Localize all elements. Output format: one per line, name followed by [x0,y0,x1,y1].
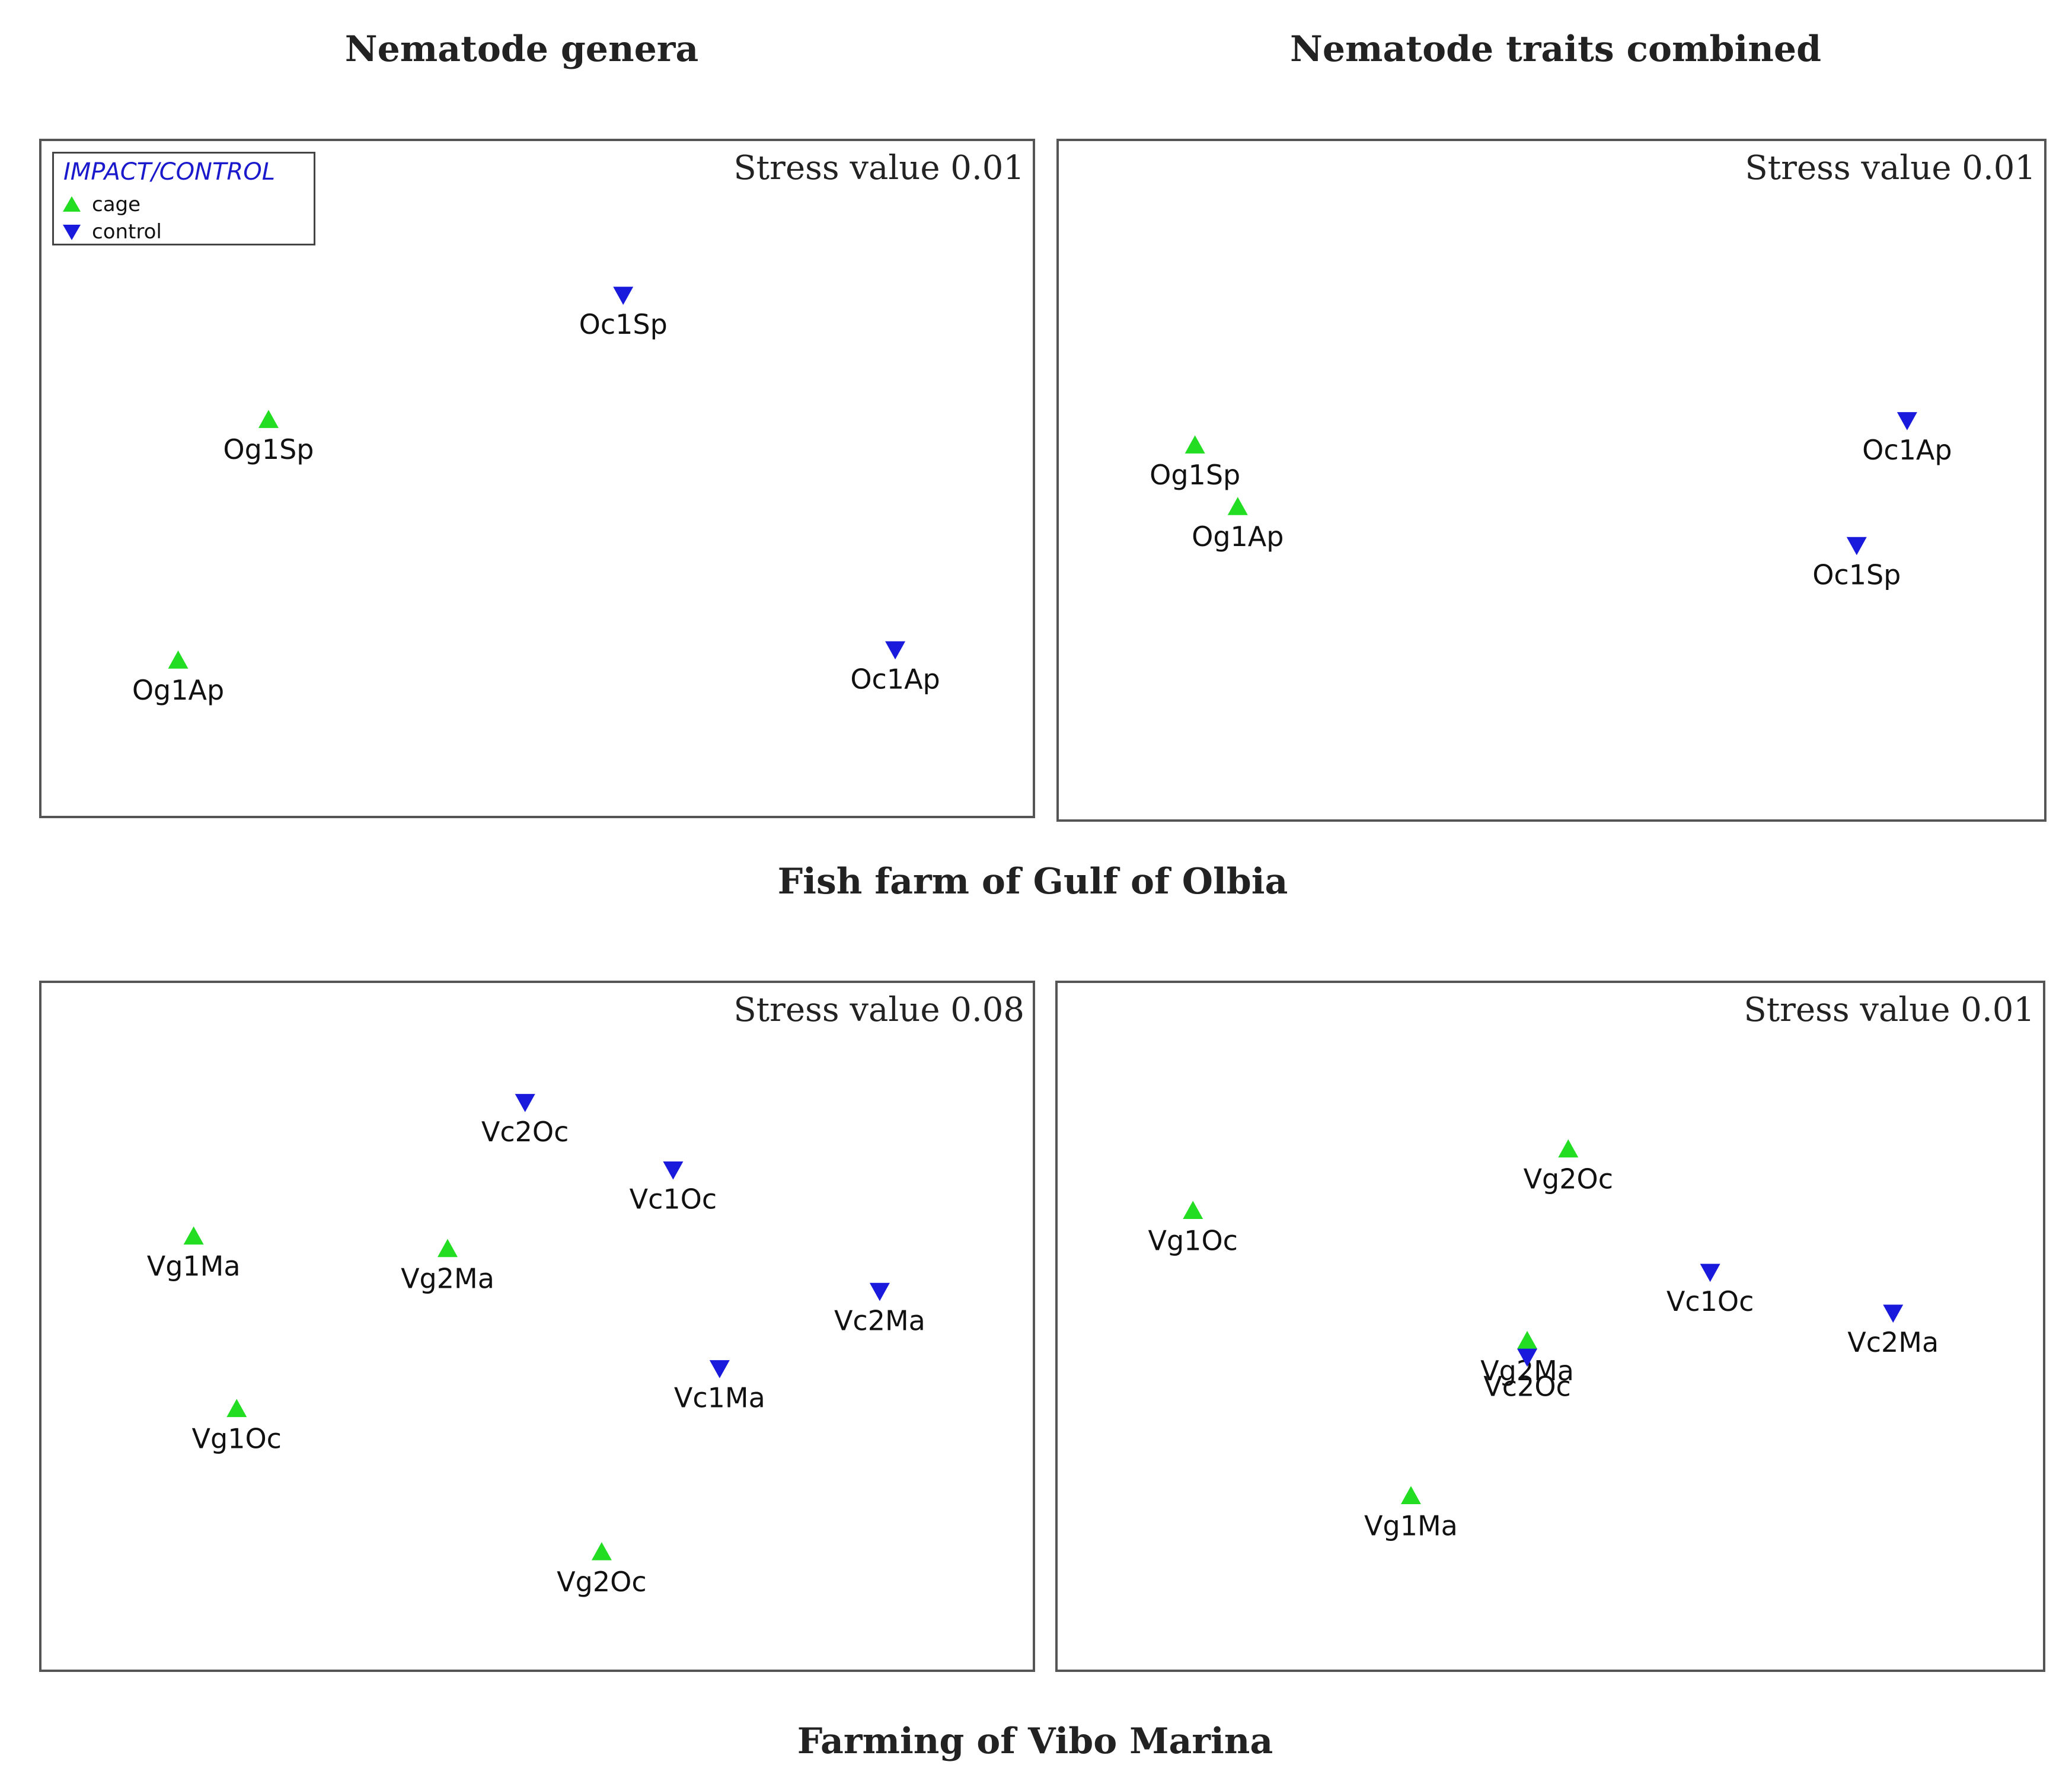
point-label: Vc2Ma [834,1304,925,1336]
legend-item-cage: cage [61,192,141,218]
caption-gulf-of-olbia: Fish farm of Gulf of Olbia [777,861,1288,902]
point-label: Vg1Ma [1364,1509,1458,1542]
point-label: Vg1Oc [1148,1224,1238,1256]
point-vc1ma: Vc1Ma [674,1360,765,1414]
control-marker [1517,1348,1538,1367]
triangle-up-icon [63,196,81,212]
cage-marker [1400,1486,1421,1505]
point-vc1oc: Vc1Oc [1666,1263,1754,1317]
point-label: Vg2Oc [557,1566,646,1598]
caption-vibo-marina: Farming of Vibo Marina [797,1721,1273,1762]
point-label: Vc1Oc [630,1183,717,1215]
point-label: Vg2Ma [401,1263,494,1295]
point-label: Vg1Oc [192,1423,282,1455]
point-vg2oc: Vg2Oc [1524,1139,1613,1195]
point-label: Vc2Ma [1847,1326,1939,1358]
scatter-olbia-traits: Stress value 0.01 Og1Sp Og1Ap Oc1Ap Oc1Sp [1150,149,2036,591]
point-label: Og1Ap [1192,521,1284,553]
legend-label-cage: cage [92,193,141,216]
point-label: Oc1Ap [1862,434,1952,466]
heading-nematode-traits: Nematode traits combined [1289,28,1822,70]
point-vg2ma: Vg2Ma [401,1239,494,1295]
triangle-down-icon [63,225,81,240]
legend-title: IMPACT/CONTROL [63,158,275,186]
point-label: Vc2Oc [1483,1370,1571,1402]
cage-marker [168,650,189,669]
heading-nematode-genera: Nematode genera [344,28,699,70]
control-marker [709,1360,730,1378]
cage-marker [226,1399,247,1418]
point-vc1oc: Vc1Oc [630,1161,717,1215]
cage-marker [437,1239,458,1258]
cage-marker [1227,497,1248,515]
point-og1ap: Og1Ap [132,650,224,706]
point-vg2oc: Vg2Oc [557,1542,647,1598]
legend-cage-marker [63,196,81,212]
point-label: Vc1Oc [1666,1285,1754,1317]
point-label: Vc1Ma [674,1382,765,1414]
point-label: Oc1Sp [1812,559,1901,591]
scatter-vibo-genera: Stress value 0.08 Vc2Oc Vc1Oc Vg1Ma Vg2Ma Vc2… [147,991,1024,1598]
point-vg1ma: Vg1Ma [147,1226,241,1282]
stress-value-label: Stress value 0.01 [1744,991,2035,1029]
point-label: Oc1Sp [579,308,668,340]
stress-value-label: Stress value 0.08 [733,991,1024,1029]
control-marker [663,1161,684,1180]
point-vc2ma: Vc2Ma [1847,1304,1939,1358]
control-marker [613,286,634,305]
legend: IMPACT/CONTROL cage control [52,152,315,245]
point-label: Vc2Oc [481,1116,569,1148]
cage-marker [1517,1330,1538,1349]
scatter-olbia-genera: Stress value 0.01 Oc1Sp Og1Sp Og1Ap Oc1Ap [132,149,1024,706]
legend-label-control: control [92,220,162,244]
stress-value-label: Stress value 0.01 [733,149,1024,187]
point-vc2oc: Vc2Oc [1483,1348,1571,1402]
point-label: Vg2Oc [1524,1163,1613,1195]
cage-marker [591,1542,612,1560]
point-vc2ma: Vc2Ma [834,1282,925,1336]
cage-marker [1558,1139,1579,1158]
panel-vibo-genera: Stress value 0.08 Vc2Oc Vc1Oc Vg1Ma Vg2Ma Vc2… [39,981,1035,1672]
cage-marker [183,1226,204,1245]
control-marker [1897,412,1917,430]
point-vg1oc: Vg1Oc [192,1399,282,1455]
control-marker [1700,1263,1720,1282]
point-vg1oc: Vg1Oc [1148,1201,1238,1256]
point-oc1sp: Oc1Sp [1812,537,1901,591]
point-label: Oc1Ap [850,663,940,695]
cage-marker [258,410,279,428]
point-label: Og1Sp [223,433,314,465]
point-label: Vg1Ma [147,1250,241,1282]
legend-control-marker [63,225,81,240]
point-og1sp: Og1Sp [223,410,314,465]
point-vg1ma: Vg1Ma [1364,1486,1458,1542]
legend-item-control: control [61,219,162,245]
cage-marker [1185,435,1205,454]
point-label: Og1Sp [1150,459,1240,491]
control-marker [1883,1304,1904,1323]
point-label: Og1Ap [132,674,224,706]
panel-olbia-traits: Stress value 0.01 Og1Sp Og1Ap Oc1Ap Oc1Sp [1056,139,2047,822]
control-marker [1846,537,1867,556]
point-oc1ap: Oc1Ap [850,641,940,695]
scatter-vibo-traits: Stress value 0.01Vg2OcVg1OcVc1OcVc2MaVg2… [1148,991,2035,1542]
point-vc2oc: Vc2Oc [481,1094,569,1148]
control-marker [869,1282,890,1301]
point-oc1ap: Oc1Ap [1862,412,1952,466]
point-og1sp: Og1Sp [1150,435,1240,491]
point-oc1sp: Oc1Sp [579,286,668,340]
control-marker [885,641,906,660]
cage-marker [1183,1201,1203,1219]
stress-value-label: Stress value 0.01 [1745,149,2036,187]
panel-olbia-genera: Stress value 0.01 Oc1Sp Og1Sp Og1Ap Oc1Ap IM… [39,139,1035,818]
panel-vibo-traits: Stress value 0.01 Vg2Oc Vg1Oc Vc1Oc Vc2Ma Vg2… [1055,981,2045,1672]
point-og1ap: Og1Ap [1192,497,1284,553]
control-marker [515,1094,535,1112]
